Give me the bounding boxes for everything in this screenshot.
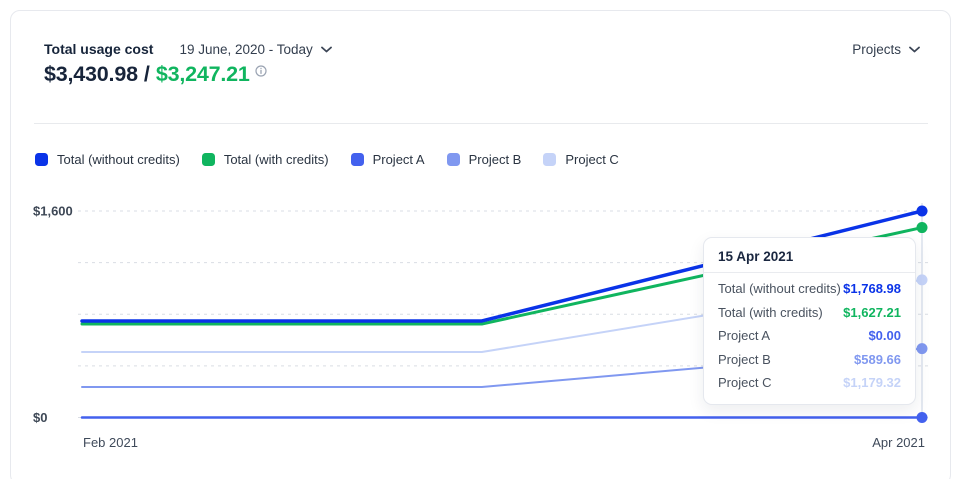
projects-dropdown[interactable]: Projects (852, 42, 920, 57)
tooltip-row-value: $1,179.32 (843, 375, 901, 391)
tooltip-date: 15 Apr 2021 (718, 249, 794, 264)
legend-item-project-b[interactable]: Project B (446, 152, 522, 167)
header-divider (34, 123, 928, 124)
chevron-down-icon (320, 46, 332, 52)
tooltip-row-label: Total (without credits) (718, 281, 841, 297)
legend-swatch-total-with-credits (201, 153, 215, 166)
date-range-label: 19 June, 2020 - Today (179, 41, 313, 57)
legend-label: Project A (372, 152, 425, 167)
legend-item-total-without-credits[interactable]: Total (without credits) (35, 152, 180, 167)
date-range-selector[interactable]: 19 June, 2020 - Today (179, 41, 332, 57)
tooltip-row-value: $0.00 (868, 328, 901, 344)
tooltip-row: Total (without credits) $1,768.98 (718, 277, 901, 301)
amount-without-credits: $3,430.98 (44, 62, 138, 86)
chevron-down-icon (909, 46, 920, 52)
legend-swatch-total-without-credits (35, 153, 48, 166)
tooltip-row-value: $589.66 (854, 351, 901, 367)
tooltip-row: Project B $589.66 (718, 348, 901, 372)
tooltip-row-value: $1,768.98 (843, 281, 901, 297)
chart-tooltip: 15 Apr 2021 Total (without credits) $1,7… (703, 237, 916, 405)
tooltip-row-label: Total (with credits) (718, 304, 823, 320)
tooltip-row-label: Project A (718, 328, 771, 344)
tooltip-row: Project C $1,179.32 (718, 371, 901, 395)
tooltip-row-value: $1,627.21 (843, 304, 901, 320)
tooltip-row-label: Project B (718, 351, 771, 367)
info-icon[interactable] (255, 64, 267, 77)
card-title: Total usage cost (44, 41, 154, 57)
legend-swatch-project-c (543, 153, 557, 166)
chart-legend: Total (without credits) Total (with cred… (35, 152, 619, 167)
legend-item-project-c[interactable]: Project C (543, 152, 619, 167)
legend-swatch-project-a (350, 153, 364, 166)
legend-item-total-with-credits[interactable]: Total (with credits) (201, 152, 329, 167)
legend-label: Project C (565, 152, 619, 167)
tooltip-row-label: Project C (718, 375, 772, 391)
card-header: Total usage cost 19 June, 2020 - Today P… (44, 38, 920, 60)
tooltip-row: Total (with credits) $1,627.21 (718, 301, 901, 325)
legend-swatch-project-b (446, 153, 460, 166)
amount-row: $3,430.98 / $3,247.21 (44, 62, 267, 87)
legend-label: Project B (468, 152, 522, 167)
tooltip-row: Project A $0.00 (718, 324, 901, 348)
projects-dropdown-label: Projects (852, 41, 901, 57)
legend-label: Total (without credits) (57, 152, 180, 167)
amount-with-credits: $3,247.21 (155, 62, 250, 86)
amount-separator: / (143, 62, 150, 86)
legend-item-project-a[interactable]: Project A (350, 152, 425, 167)
tooltip-divider (704, 272, 915, 273)
legend-label: Total (with credits) (223, 152, 329, 167)
card-header-left: Total usage cost 19 June, 2020 - Today (44, 41, 332, 57)
